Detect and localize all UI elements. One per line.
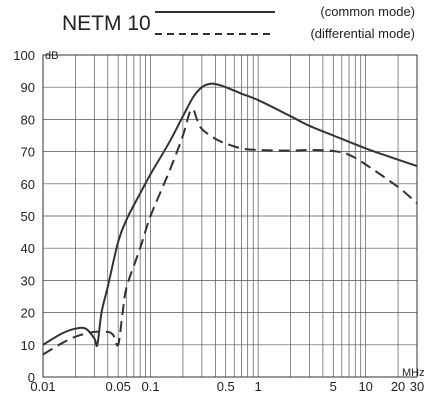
x-tick-label: 0.5 xyxy=(217,379,235,394)
x-tick-label: 10 xyxy=(358,379,372,394)
legend-label-differential-mode: (differential mode) xyxy=(310,26,415,41)
y-axis-label: dB xyxy=(45,50,58,62)
y-tick-label: 10 xyxy=(21,338,35,353)
legend-label-common-mode: (common mode) xyxy=(320,4,415,19)
y-tick-label: 20 xyxy=(21,306,35,321)
plot-frame xyxy=(42,54,418,378)
series-line-common-mode xyxy=(42,82,418,347)
x-tick-label: 30 xyxy=(410,379,424,394)
chart-title: NETM 10 xyxy=(62,12,151,35)
x-axis-label: MHz xyxy=(402,367,425,379)
x-tick-label: 0.1 xyxy=(142,379,160,394)
y-tick-label: 0 xyxy=(28,370,35,385)
y-tick-label: 40 xyxy=(21,241,35,256)
y-tick-label: 80 xyxy=(21,112,35,127)
x-tick-label: 0.01 xyxy=(30,379,55,394)
series-line-differential-mode xyxy=(42,108,418,356)
y-tick-label: 30 xyxy=(21,273,35,288)
x-tick-label: 1 xyxy=(255,379,262,394)
y-tick-label: 100 xyxy=(13,48,35,63)
y-tick-label: 90 xyxy=(21,80,35,95)
x-tick-label: 0.05 xyxy=(106,379,131,394)
y-tick-label: 70 xyxy=(21,145,35,160)
x-tick-label: 20 xyxy=(391,379,405,394)
axes xyxy=(42,54,418,378)
y-tick-label: 60 xyxy=(21,177,35,192)
x-tick-label: 5 xyxy=(330,379,337,394)
tick-labels: 0 10 20 30 40 50 60 70 80 90 100 0.01 0.05 0.1 0.5 1 5 10… xyxy=(13,48,424,394)
y-tick-label: 50 xyxy=(21,209,35,224)
series-layer xyxy=(42,82,418,356)
